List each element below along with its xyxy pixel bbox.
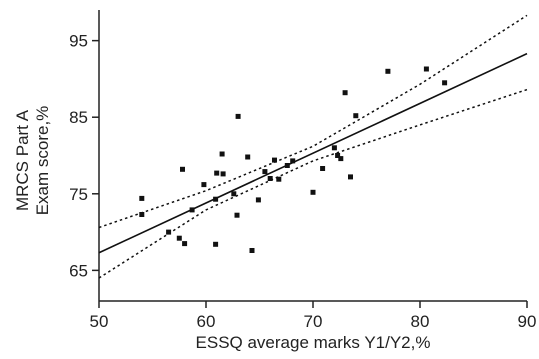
- confidence-band-upper: [98, 14, 528, 229]
- data-point: [342, 90, 348, 96]
- data-point: [276, 176, 282, 182]
- data-point: [166, 229, 172, 235]
- data-point: [335, 153, 341, 158]
- data-point: [353, 113, 359, 119]
- data-point: [423, 66, 429, 72]
- y-tick-label-65: 65: [69, 261, 88, 280]
- data-point: [290, 158, 296, 164]
- data-point: [331, 145, 337, 151]
- data-point: [267, 176, 273, 181]
- data-point: [320, 166, 326, 171]
- regression-line-layer: [98, 52, 528, 254]
- confidence-bands: [98, 14, 528, 279]
- data-point: [348, 174, 353, 180]
- data-point: [284, 163, 290, 168]
- axes: [98, 10, 527, 302]
- data-point: [272, 157, 277, 163]
- data-point: [220, 171, 226, 177]
- data-point: [214, 170, 220, 176]
- y-axis-label-line-1: MRCS Part A: [13, 109, 32, 211]
- data-point: [262, 169, 268, 175]
- data-point: [182, 241, 188, 247]
- data-point: [176, 235, 182, 241]
- data-point: [234, 212, 240, 218]
- data-point: [385, 68, 391, 74]
- tick-marks: 50 60 70 80 90 65 75 85 95: [69, 32, 536, 331]
- data-point: [231, 191, 237, 197]
- data-point: [213, 241, 219, 247]
- y-axis-label-line-2: Exam score,%: [33, 106, 52, 216]
- data-point: [255, 197, 261, 203]
- data-point: [139, 212, 145, 217]
- data-point: [189, 207, 195, 213]
- y-tick-label-75: 75: [69, 185, 88, 204]
- y-tick-label-95: 95: [69, 32, 88, 51]
- x-tick-label-50: 50: [90, 312, 109, 331]
- data-point: [180, 166, 185, 172]
- regression-line: [98, 52, 528, 254]
- x-tick-label-80: 80: [411, 312, 430, 331]
- x-tick-label-70: 70: [304, 312, 323, 331]
- data-point: [139, 195, 145, 201]
- data-point: [235, 113, 241, 119]
- data-point: [442, 80, 448, 86]
- confidence-band-lower: [98, 88, 528, 279]
- data-point: [219, 151, 225, 157]
- x-axis-label: ESSQ average marks Y1/Y2,%: [196, 333, 431, 352]
- data-point: [338, 156, 344, 162]
- data-points: [139, 66, 448, 253]
- data-point: [201, 182, 207, 188]
- data-point: [213, 196, 219, 202]
- data-point: [249, 248, 255, 253]
- x-tick-label-90: 90: [518, 312, 537, 331]
- x-tick-label-60: 60: [197, 312, 216, 331]
- y-tick-label-85: 85: [69, 108, 88, 127]
- data-point: [245, 154, 251, 160]
- data-point: [310, 189, 316, 195]
